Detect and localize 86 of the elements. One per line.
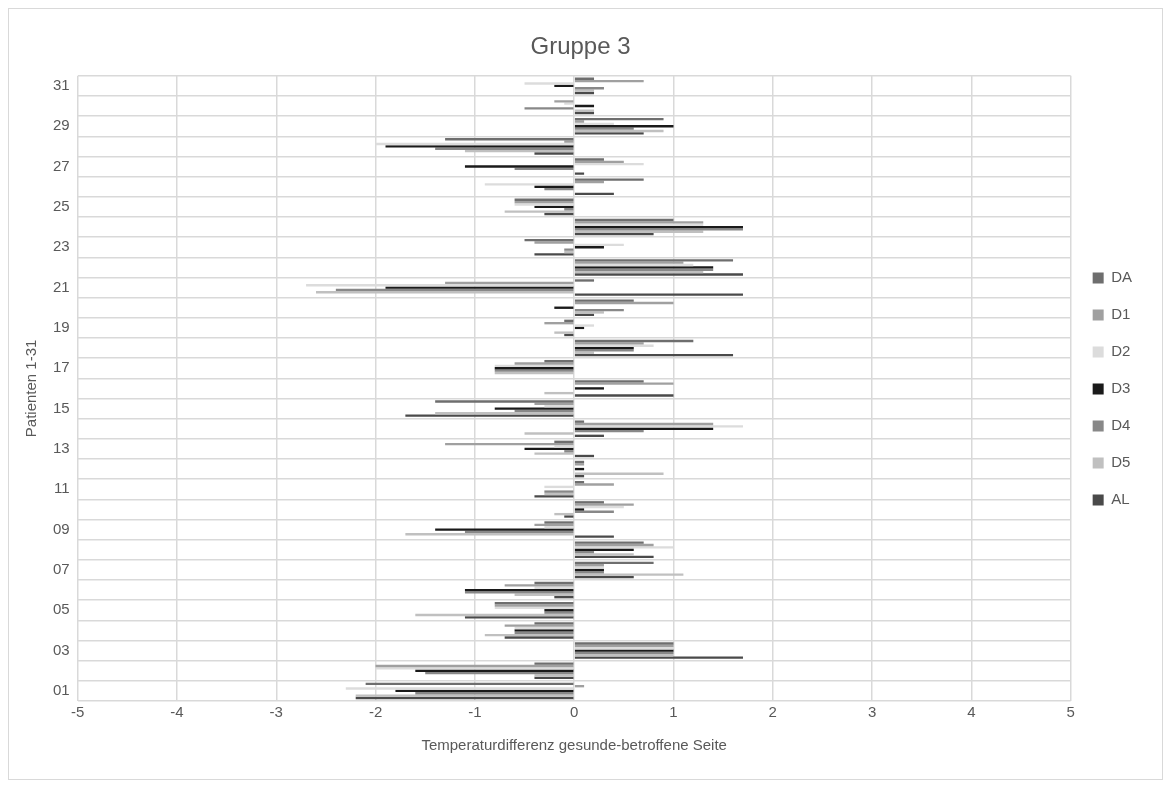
y-tick-label: 07: [53, 560, 70, 578]
bar: [504, 584, 574, 587]
bar: [544, 521, 574, 524]
bar: [574, 508, 585, 511]
bar: [504, 210, 574, 213]
y-tick-label: 19: [53, 318, 70, 336]
bar: [524, 107, 574, 110]
bar: [574, 387, 604, 390]
x-tick-label: -4: [170, 703, 184, 721]
y-tick-label: 23: [53, 237, 70, 255]
x-axis-title: Temperaturdifferenz gesunde-betroffene Seite: [421, 736, 727, 754]
x-tick-label: -2: [368, 703, 383, 721]
y-tick-label: 11: [54, 479, 70, 497]
bar: [574, 273, 743, 276]
legend-label: AL: [1111, 490, 1130, 508]
bar: [534, 241, 574, 244]
bar: [464, 616, 574, 619]
bar: [534, 152, 574, 155]
bar: [574, 382, 674, 385]
bar: [385, 286, 574, 289]
bar: [564, 140, 574, 143]
y-tick-label: 05: [53, 600, 70, 618]
bar: [554, 331, 574, 334]
bar: [524, 432, 574, 435]
bar: [574, 501, 604, 504]
bar: [494, 407, 574, 410]
bar: [435, 400, 574, 403]
y-tick-label: 27: [53, 156, 70, 174]
y-tick-label: 09: [53, 519, 70, 537]
y-tick-label: 01: [53, 681, 70, 699]
y-tick-label: 31: [53, 76, 70, 94]
x-tick-label: -5: [71, 703, 85, 721]
bar: [574, 656, 743, 659]
bar: [574, 293, 743, 296]
bar: [574, 172, 585, 175]
x-tick-label: 3: [867, 703, 877, 721]
bar: [534, 622, 574, 625]
bar: [574, 178, 644, 181]
y-axis-title: Patienten 1-31: [22, 339, 40, 438]
bar: [574, 311, 604, 314]
bar: [574, 342, 644, 345]
x-tick-label: 5: [1066, 703, 1075, 721]
bar: [574, 127, 634, 130]
bar: [514, 362, 574, 365]
bar: [574, 553, 634, 556]
bar: [574, 299, 634, 302]
y-tick-label: 25: [53, 197, 70, 215]
bar: [534, 662, 574, 665]
y-tick-label: 17: [53, 358, 70, 376]
legend-label: D5: [1111, 453, 1131, 471]
x-tick-label: -1: [468, 703, 482, 721]
y-tick-label: 15: [53, 398, 70, 416]
legend-label: D2: [1111, 342, 1131, 360]
bar: [574, 279, 595, 282]
bar: [534, 495, 574, 498]
bar: [464, 165, 574, 168]
bar: [405, 414, 574, 417]
y-tick-label: 13: [53, 439, 70, 457]
bar: [574, 535, 614, 538]
bar: [385, 145, 574, 148]
y-tick-label: 29: [53, 116, 70, 134]
bar: [564, 515, 574, 518]
x-tick-label: 2: [768, 703, 777, 721]
bar: [574, 394, 674, 397]
x-tick-label: -3: [269, 703, 283, 721]
bar: [435, 528, 574, 531]
y-tick-label: 03: [53, 640, 70, 658]
chart-title: Gruppe 3: [530, 32, 631, 60]
y-tick-label: 21: [53, 277, 70, 295]
bar: [554, 100, 574, 103]
legend-label: DA: [1111, 268, 1133, 286]
bar: [574, 120, 585, 123]
bar: [534, 452, 574, 455]
legend-label: D3: [1111, 379, 1131, 397]
bar: [504, 636, 574, 639]
bar: [574, 261, 684, 264]
legend-label: D1: [1111, 305, 1131, 323]
bar: [574, 158, 604, 161]
bar: [574, 483, 614, 486]
x-tick-label: 1: [669, 703, 678, 721]
x-tick-label: 4: [967, 703, 976, 721]
bar: [574, 420, 585, 423]
x-tick-label: 0: [570, 703, 579, 721]
legend-label: D4: [1111, 416, 1131, 434]
bar: [574, 541, 644, 544]
bar: [574, 573, 684, 576]
